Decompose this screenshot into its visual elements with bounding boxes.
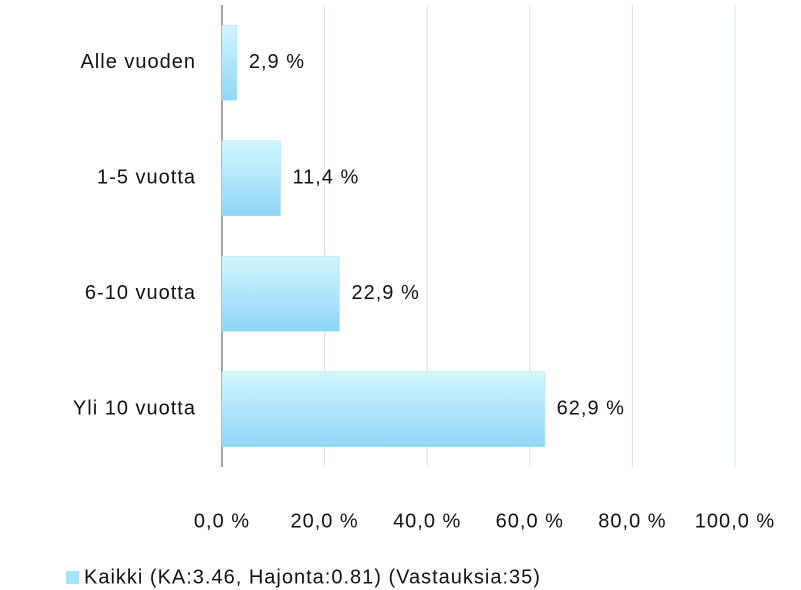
y-tick-label: 1-5 vuotta bbox=[97, 167, 196, 189]
legend-swatch bbox=[66, 571, 79, 584]
x-tick-label: 40,0 % bbox=[393, 510, 461, 532]
value-label: 2,9 % bbox=[249, 51, 305, 73]
value-label: 22,9 % bbox=[351, 282, 419, 304]
y-tick-label: Alle vuoden bbox=[80, 51, 196, 73]
value-label: 62,9 % bbox=[557, 398, 625, 420]
x-tick-label: 80,0 % bbox=[598, 510, 666, 532]
bar bbox=[221, 24, 238, 101]
x-tick-label: 100,0 % bbox=[695, 510, 775, 532]
y-tick-label: Yli 10 vuotta bbox=[73, 398, 196, 420]
x-tick-label: 20,0 % bbox=[290, 510, 358, 532]
x-tick-label: 60,0 % bbox=[496, 510, 564, 532]
x-tick-label: 0,0 % bbox=[194, 510, 250, 532]
value-label: 11,4 % bbox=[292, 167, 359, 189]
bar bbox=[221, 255, 340, 332]
legend-label: Kaikki (KA:3.46, Hajonta:0.81) (Vastauks… bbox=[84, 566, 541, 588]
y-tick-label: 6-10 vuotta bbox=[85, 282, 196, 304]
bar bbox=[221, 371, 545, 448]
bar bbox=[221, 140, 281, 217]
